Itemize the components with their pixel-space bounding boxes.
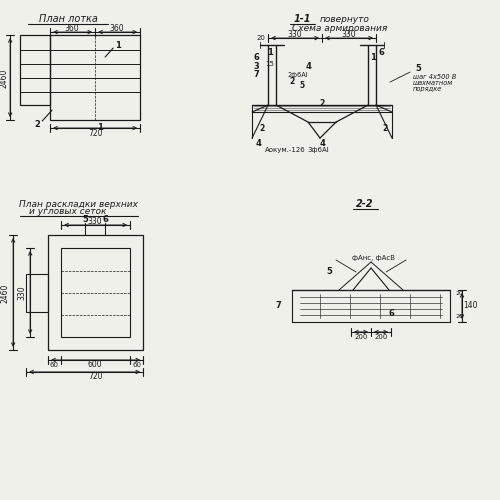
Text: порядке: порядке [413,86,442,92]
Text: 330: 330 [342,30,356,38]
Text: 1: 1 [115,40,121,50]
Text: 1: 1 [97,122,103,132]
Text: 60: 60 [50,362,58,368]
Text: 4: 4 [255,138,261,147]
Text: 2: 2 [260,124,264,132]
Text: шаг 4х500 В: шаг 4х500 В [413,74,457,80]
Bar [61,248,130,337]
Bar [50,35,140,120]
Text: 360: 360 [110,24,124,32]
Text: и угловых сеток: и угловых сеток [30,206,107,216]
Text: 7: 7 [275,302,281,310]
Text: повернуто: повернуто [320,14,370,24]
Text: 5: 5 [82,214,88,224]
Text: 2: 2 [382,124,388,132]
Text: 2: 2 [320,98,324,108]
Text: 5: 5 [326,268,332,276]
Text: 2ф6АI: 2ф6АI [288,72,308,78]
Text: Аокум.-126: Аокум.-126 [265,147,306,153]
Text: 2460: 2460 [0,284,10,302]
Bar [48,235,143,350]
Text: 3: 3 [253,62,259,70]
Text: 330: 330 [288,30,302,38]
Text: 2460: 2460 [0,68,8,87]
Text: 20: 20 [256,35,266,41]
Text: 6: 6 [253,52,259,62]
Text: 2: 2 [290,76,294,86]
Text: 200: 200 [374,334,388,340]
Text: Схема армирования: Схема армирования [292,24,388,32]
Text: 7: 7 [253,70,259,78]
Text: 60: 60 [132,362,141,368]
Text: фАнс, фАсВ: фАнс, фАсВ [352,255,395,261]
Text: 600: 600 [88,360,102,370]
Text: 1: 1 [370,52,376,62]
Text: 6: 6 [388,310,394,318]
Text: 360: 360 [65,24,80,32]
Text: 6: 6 [102,214,108,224]
Text: 720: 720 [88,128,102,138]
Text: 330: 330 [88,216,102,226]
Text: 5: 5 [300,80,304,90]
Text: 4: 4 [319,138,325,147]
Bar [20,35,50,105]
Text: 1: 1 [267,48,273,56]
Bar [26,274,48,312]
Text: 3ф6АI: 3ф6АI [307,147,329,153]
Text: шахматном: шахматном [413,80,454,86]
Text: План лотка: План лотка [38,14,98,24]
Text: План раскладки верхних: План раскладки верхних [18,200,138,208]
Text: 330: 330 [18,286,26,300]
Text: 720: 720 [88,372,102,382]
Text: 20: 20 [455,314,463,320]
Text: 6: 6 [378,48,384,56]
Text: 1-1: 1-1 [294,14,311,24]
Text: 20: 20 [455,292,463,296]
Text: 4: 4 [305,62,311,70]
Text: 2-2: 2-2 [356,199,374,209]
Text: 5: 5 [415,64,421,72]
Text: 15: 15 [266,61,274,67]
Text: 140: 140 [463,302,477,310]
Text: 2: 2 [34,120,40,128]
Text: 200: 200 [354,334,368,340]
